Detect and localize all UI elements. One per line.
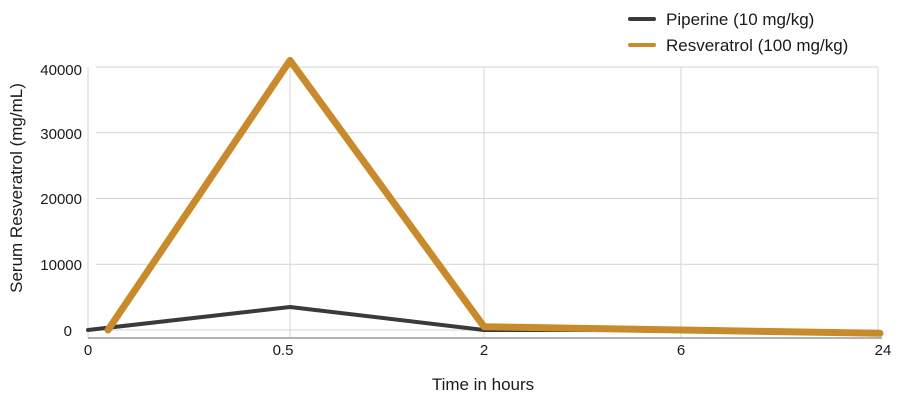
x-tick-label: 24 [875,342,892,359]
x-tick-label: 6 [677,342,685,359]
legend-label-resveratrol: Resveratrol (100 mg/kg) [666,36,848,55]
series-line-resveratrol [104,56,884,337]
x-tick-label: 2 [480,342,488,359]
x-tick-label: 0 [84,342,92,359]
gridlines [87,66,882,339]
y-tick-label: 30000 [40,126,82,143]
x-tick-label: 0.5 [273,342,294,359]
legend-label-piperine: Piperine (10 mg/kg) [666,10,814,29]
legend: Piperine (10 mg/kg) Resveratrol (100 mg/… [628,10,848,55]
y-axis-title: Serum Resveratrol (mg/mL) [7,83,26,293]
y-tick-label: 40000 [40,62,82,79]
y-tick-label: 10000 [40,257,82,274]
y-tick-label: 20000 [40,191,82,208]
y-axis-ticks: 0 10000 20000 30000 40000 [40,62,82,340]
series-layer [86,56,884,337]
x-axis-title: Time in hours [432,375,534,394]
y-tick-label: 0 [64,323,72,340]
x-axis-ticks: 0 0.5 2 6 24 [84,342,892,359]
